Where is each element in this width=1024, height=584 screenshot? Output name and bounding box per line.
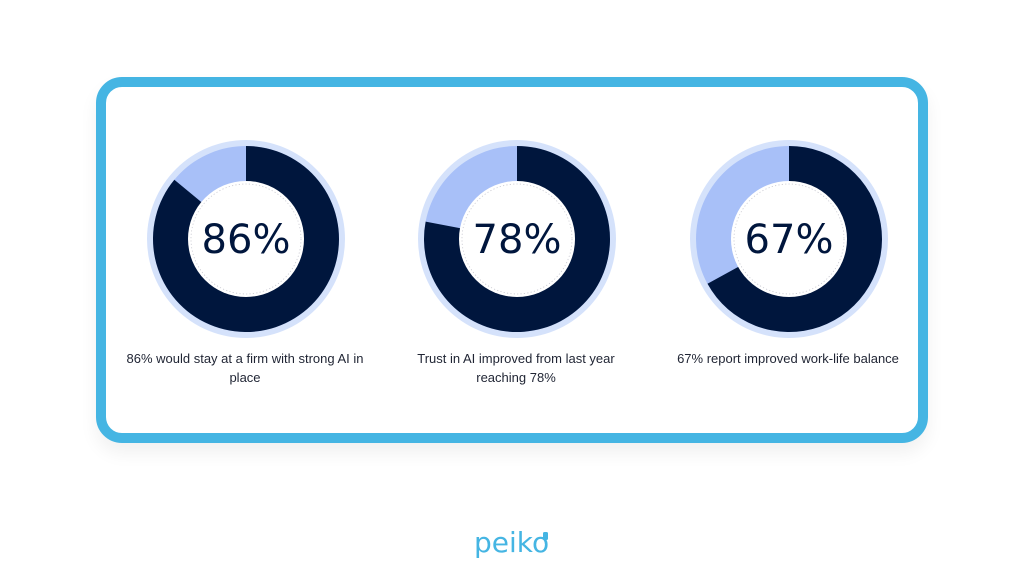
center-hole [731,181,847,297]
caption-line: place [229,370,261,385]
stat-item-3: 67% 67% report improved work-life balanc… [653,87,923,433]
center-hole [459,181,575,297]
stats-card: 86% 86% would stay at a firm with strong… [96,77,928,443]
caption-line: reaching 78% [476,370,556,385]
donut-chart-3: 67% [690,140,888,338]
stat-item-1: 86% 86% would stay at a firm with strong… [110,87,380,433]
dotted-border [461,183,573,295]
svg-text:peiko: peiko [474,526,549,559]
percentage-label: 86% [202,217,291,263]
logo-mark-icon [543,532,548,540]
stat-item-2: 78% Trust in AI improved from last year … [381,87,651,433]
center-hole [188,181,304,297]
stat-caption-1: 86% would stay at a firm with strong AI … [110,349,380,387]
peiko-logo: peiko [474,526,549,559]
dotted-border [190,183,302,295]
donut-chart-1: 86% [147,140,345,338]
percentage-label: 67% [745,217,834,263]
dotted-border [733,183,845,295]
caption-line: Trust in AI improved from last year [417,351,615,366]
donut-chart-2: 78% [418,140,616,338]
caption-line: 67% report improved work-life balance [677,351,899,366]
caption-line: 86% would stay at a firm with strong AI … [126,351,364,366]
stat-caption-2: Trust in AI improved from last year reac… [381,349,651,387]
stat-caption-3: 67% report improved work-life balance [653,349,923,368]
percentage-label: 78% [473,217,562,263]
